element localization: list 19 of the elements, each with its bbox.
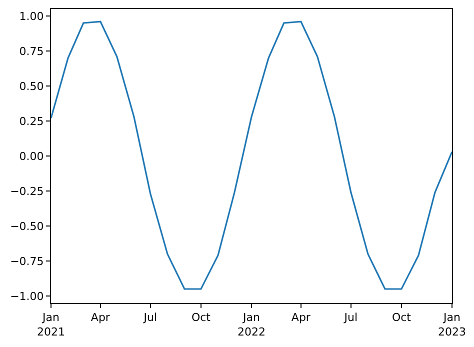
y-tick-label: −0.50 (10, 220, 44, 233)
x-tick-label: Oct (392, 311, 412, 324)
x-tick-label: Jan 2023 (438, 311, 466, 338)
x-tick-label: Oct (191, 311, 212, 324)
y-tick-label: 1.00 (19, 10, 44, 23)
y-tick-label: −0.25 (10, 184, 44, 198)
line-series (51, 20, 452, 290)
y-tick-label: −1.00 (10, 290, 44, 303)
y-tick-label: 0.25 (19, 114, 44, 128)
x-tick-label: Jan 2021 (37, 311, 65, 338)
x-tick-label: Apr (291, 311, 311, 324)
x-tick-label: Apr (90, 311, 110, 324)
x-tick-label: Jul (343, 311, 358, 324)
y-tick-label: 0.50 (19, 80, 44, 93)
y-tick-label: 0.00 (19, 150, 44, 163)
y-tick-label: 0.75 (19, 44, 44, 58)
x-tick-label: Jul (142, 311, 158, 324)
y-tick-label: −0.75 (10, 254, 44, 268)
x-tick-label: Jan 2022 (238, 311, 266, 338)
